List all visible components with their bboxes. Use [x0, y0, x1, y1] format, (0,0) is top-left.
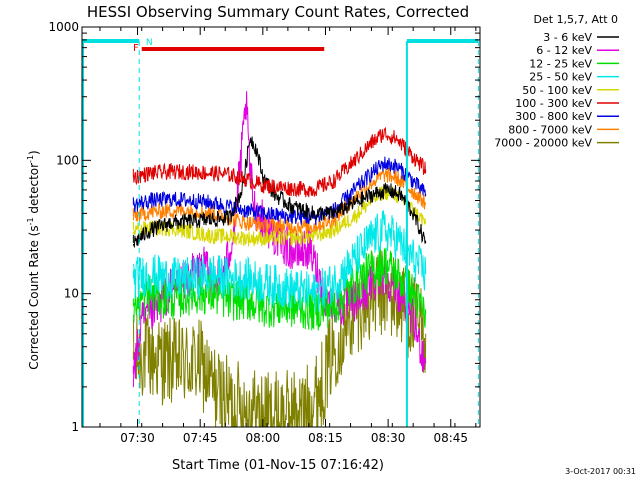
data-layer — [132, 91, 427, 429]
legend-label-5: 100 - 300 keV — [515, 97, 592, 110]
x-axis-label: Start Time (01-Nov-15 07:16:42) — [172, 458, 384, 473]
y-tick-label: 100 — [56, 153, 79, 167]
x-tick-label: 08:00 — [246, 431, 281, 445]
legend-label-7: 800 - 7000 keV — [508, 123, 592, 136]
series-line-5 — [132, 126, 427, 198]
x-tick-label: 08:30 — [371, 431, 406, 445]
y-tick-label: 1 — [71, 420, 79, 434]
chart-title: HESSI Observing Summary Count Rates, Cor… — [87, 3, 469, 21]
legend-label-4: 50 - 100 keV — [522, 84, 592, 97]
night-flag-label: N — [146, 38, 153, 48]
series-line-6 — [132, 156, 427, 225]
legend-header: Det 1,5,7, Att 0 — [534, 13, 618, 26]
y-axis-label-end: ) — [27, 150, 41, 155]
x-tick-label: 08:15 — [308, 431, 343, 445]
y-axis-label-mid: detector — [27, 163, 41, 218]
legend-label-8: 7000 - 20000 keV — [494, 137, 592, 150]
legend-label-1: 6 - 12 keV — [536, 44, 592, 57]
x-tick-label: 07:45 — [183, 431, 218, 445]
plot-frame — [81, 26, 481, 428]
y-axis-label-main: Corrected Count Rate (s — [27, 225, 41, 369]
axis-layer: 07:30 07:45 08:00 08:15 08:30 08:45 1 10 100 1000 — [48, 20, 480, 445]
flare-flag-label: F — [133, 43, 139, 54]
legend-label-6: 300 - 800 keV — [515, 110, 592, 123]
y-tick-label: 1000 — [48, 20, 79, 34]
timestamp: 3-Oct-2017 00:31 — [565, 467, 636, 476]
x-tick-label: 08:45 — [433, 431, 468, 445]
legend-label-3: 25 - 50 keV — [529, 71, 592, 84]
y-axis-label-exp2: -1 — [26, 155, 35, 163]
y-axis-label-exp1: -1 — [26, 217, 35, 225]
series-line-3 — [132, 210, 427, 312]
y-tick-label: 10 — [64, 287, 79, 301]
legend-label-2: 12 - 25 keV — [529, 57, 592, 70]
y-axis-label: Corrected Count Rate (s-1 detector-1) — [26, 150, 41, 369]
legend-label-0: 3 - 6 keV — [543, 31, 592, 44]
series-line-2 — [132, 245, 427, 331]
series-line-0 — [132, 136, 427, 249]
x-tick-label: 07:30 — [120, 431, 155, 445]
